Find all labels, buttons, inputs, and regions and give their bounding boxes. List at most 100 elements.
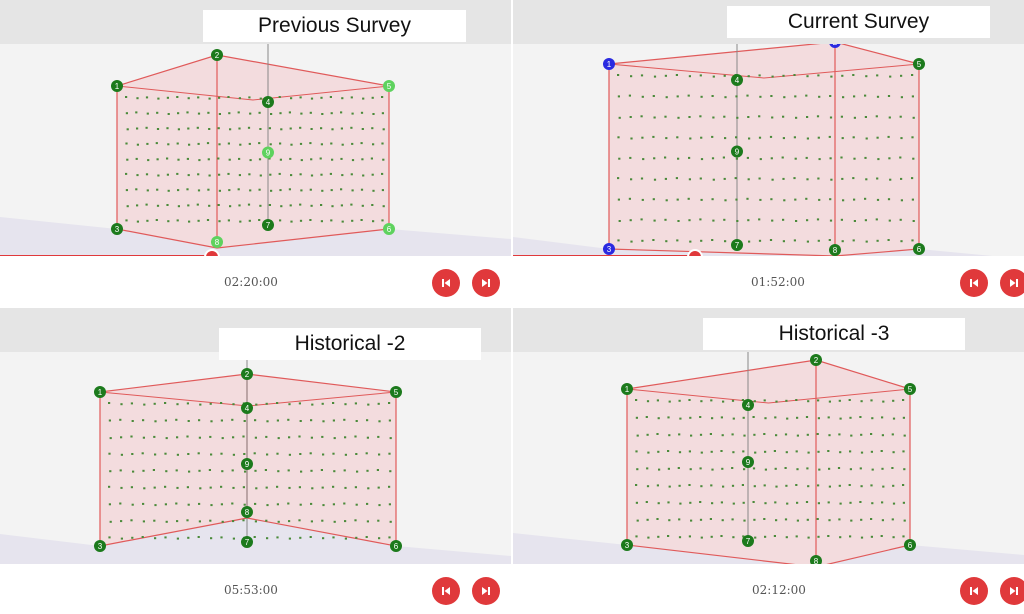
survey-point: [125, 142, 128, 145]
survey-point: [676, 239, 679, 242]
survey-point: [258, 142, 261, 145]
point-marker[interactable]: 1: [621, 383, 633, 395]
point-marker[interactable]: 8: [810, 555, 822, 564]
survey-point: [290, 174, 293, 177]
point-marker[interactable]: 7: [742, 535, 754, 547]
survey-point: [853, 95, 856, 98]
point-marker[interactable]: 2: [241, 368, 253, 380]
survey-point: [258, 111, 261, 114]
point-marker[interactable]: 9: [731, 145, 743, 158]
survey-point: [130, 519, 133, 522]
3d-viewport[interactable]: 1 2 3 4 5 6 7 8 9: [0, 352, 511, 564]
point-marker[interactable]: 9: [241, 458, 253, 470]
point-marker[interactable]: 2: [211, 49, 223, 61]
point-marker[interactable]: 8: [241, 506, 253, 518]
point-marker[interactable]: 4: [241, 402, 253, 414]
survey-point: [665, 137, 668, 140]
previous-button[interactable]: [960, 577, 988, 605]
survey-point: [870, 433, 873, 435]
survey-point: [287, 502, 290, 505]
survey-point: [382, 158, 385, 161]
point-marker[interactable]: 4: [731, 74, 743, 86]
survey-point: [720, 501, 723, 504]
point-marker[interactable]: 6: [904, 539, 916, 551]
survey-point: [320, 469, 323, 471]
point-marker[interactable]: 2: [810, 354, 822, 366]
previous-button[interactable]: [960, 269, 988, 297]
survey-point: [287, 469, 290, 472]
survey-point: [636, 468, 639, 471]
next-button[interactable]: [1000, 577, 1024, 605]
survey-point: [278, 96, 281, 98]
survey-point: [340, 127, 343, 130]
point-marker[interactable]: 2: [829, 44, 841, 48]
survey-point: [742, 416, 745, 419]
next-button[interactable]: [472, 577, 500, 605]
survey-point: [154, 537, 157, 540]
3d-viewport[interactable]: 1 2 3 4 5 6 7 8 9: [513, 44, 1024, 256]
survey-point: [742, 535, 745, 538]
3d-viewport[interactable]: 1 2 3 4 5 6 7 8 9: [0, 44, 511, 256]
point-marker[interactable]: 1: [603, 58, 615, 70]
next-button[interactable]: [1000, 269, 1024, 297]
point-marker[interactable]: 6: [913, 243, 925, 255]
survey-point: [700, 485, 703, 488]
point-marker[interactable]: 8: [211, 236, 223, 248]
survey-point: [688, 484, 691, 486]
survey-point: [126, 128, 129, 131]
survey-point: [278, 172, 281, 175]
survey-point: [135, 188, 138, 191]
point-marker[interactable]: 3: [111, 223, 123, 235]
survey-point: [167, 189, 170, 192]
survey-point: [388, 452, 391, 455]
previous-button[interactable]: [432, 269, 460, 297]
point-marker[interactable]: 5: [390, 386, 402, 398]
panel-historical-3: 1 2 3 4 5 6 7 8 9 Historical -3 02:12:00: [513, 308, 1024, 614]
survey-point: [841, 137, 844, 140]
survey-point: [664, 74, 667, 77]
survey-point: [268, 204, 271, 206]
point-marker[interactable]: 3: [94, 540, 106, 552]
point-marker[interactable]: 5: [913, 58, 925, 70]
point-marker[interactable]: 5: [383, 80, 395, 92]
survey-point: [817, 136, 820, 139]
point-marker[interactable]: 4: [262, 96, 274, 108]
point-marker[interactable]: 1: [94, 386, 106, 398]
survey-point: [870, 518, 873, 520]
survey-point: [723, 74, 726, 77]
point-marker[interactable]: 3: [603, 243, 615, 255]
cube-plot[interactable]: 1 2 3 4 5 6 7 8 9: [0, 44, 511, 256]
point-marker[interactable]: 3: [621, 539, 633, 551]
previous-button[interactable]: [432, 577, 460, 605]
point-marker[interactable]: 9: [742, 456, 754, 468]
point-marker[interactable]: 9: [262, 146, 274, 159]
point-marker[interactable]: 6: [390, 540, 402, 552]
survey-point: [344, 436, 347, 439]
survey-point: [656, 399, 659, 402]
3d-viewport[interactable]: 1 2 3 4 5 6 7 8 9: [513, 352, 1024, 564]
survey-point: [841, 240, 844, 243]
cube-plot[interactable]: 1 2 3 4 5 6 7 8 9: [0, 352, 511, 564]
point-marker[interactable]: 1: [111, 80, 123, 92]
survey-point: [731, 467, 734, 469]
point-marker[interactable]: 7: [262, 219, 274, 231]
survey-point: [217, 157, 220, 160]
survey-point: [332, 485, 335, 488]
survey-point: [276, 419, 279, 422]
point-marker[interactable]: 5: [904, 383, 916, 395]
survey-point: [689, 416, 692, 419]
point-marker[interactable]: 8: [829, 244, 841, 256]
point-marker[interactable]: 7: [731, 239, 743, 251]
survey-point: [656, 433, 659, 435]
point-marker[interactable]: 4: [742, 399, 754, 411]
survey-point: [678, 433, 681, 436]
survey-point: [882, 400, 885, 403]
survey-point: [354, 519, 357, 522]
cube-plot[interactable]: 1 2 3 4 5 6 7 8 9: [513, 352, 1024, 564]
point-marker[interactable]: 6: [383, 223, 395, 235]
point-marker[interactable]: 7: [241, 536, 253, 548]
cube-plot[interactable]: 1 2 3 4 5 6 7 8 9: [513, 44, 1024, 256]
survey-point: [277, 470, 280, 473]
next-button[interactable]: [472, 269, 500, 297]
survey-point: [675, 74, 678, 76]
